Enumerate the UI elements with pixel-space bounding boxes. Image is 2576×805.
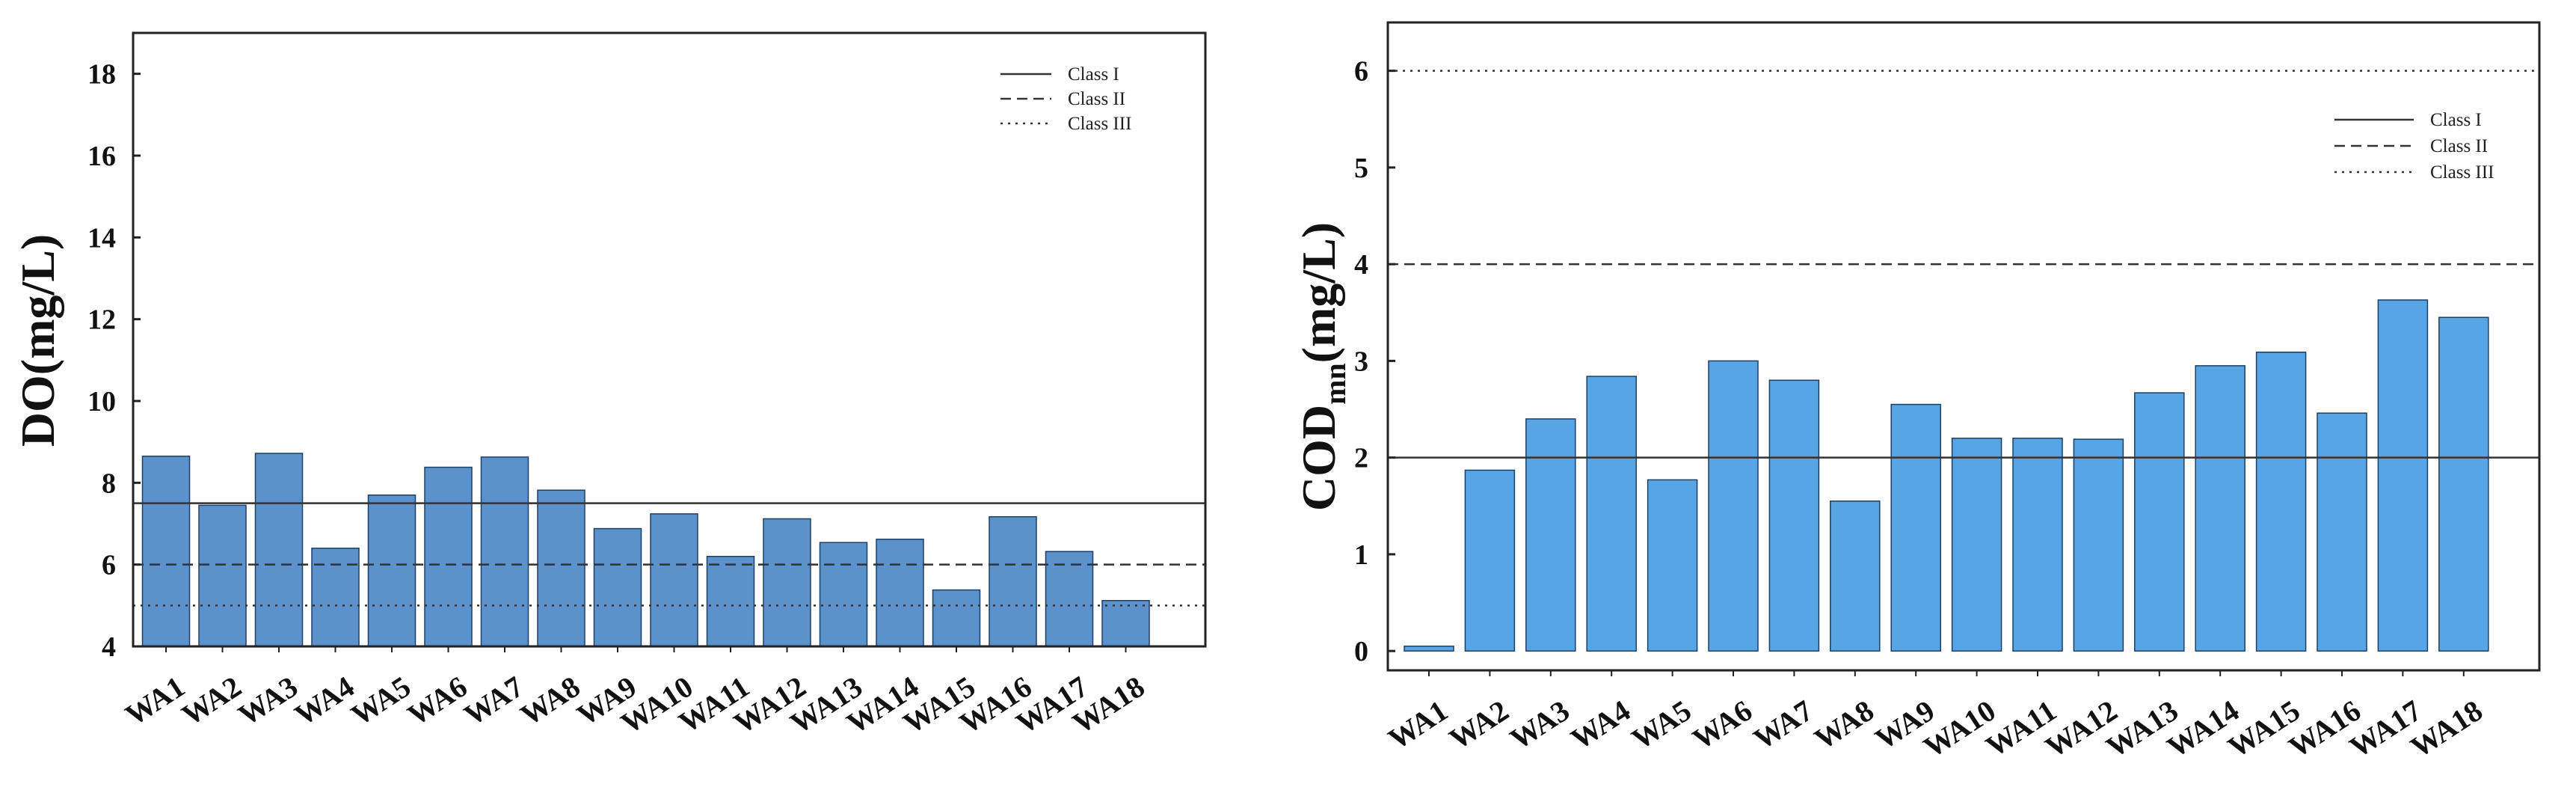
codmn-bar-wa11 <box>2012 438 2063 652</box>
codmn-y-tick-label: 0 <box>1354 636 1368 667</box>
do-bar-wa4 <box>311 548 360 647</box>
do-x-ticks: WA1WA2WA3WA4WA5WA6WA7WA8WA9WA10WA11WA12W… <box>120 646 1150 740</box>
codmn-bar-wa12 <box>2073 438 2124 652</box>
do-bar-wa14 <box>876 539 924 647</box>
codmn-bar-wa1 <box>1404 645 1454 652</box>
codmn-bar-wa13 <box>2134 392 2185 652</box>
codmn-x-label-wa5: WA5 <box>1626 694 1697 756</box>
do-y-tick-label: 12 <box>87 304 116 336</box>
codmn-y-tick-label: 2 <box>1354 443 1368 474</box>
codmn-y-label-subscript: mn <box>1318 363 1352 405</box>
do-y-tick-label: 6 <box>102 550 116 581</box>
codmn-chart: 0 1 2 3 4 5 6 WA1WA2WA3WA4WA5WA6WA7WA8WA9WA10W… <box>1292 21 2541 764</box>
codmn-bar-wa2 <box>1464 469 1516 652</box>
codmn-y-tick-label: 5 <box>1354 153 1368 184</box>
do-chart: 4 6 8 10 12 14 16 18 WA1WA2WA3WA4WA5WA6WA7WA8WA… <box>11 31 1207 740</box>
codmn-y-tick-label: 3 <box>1354 346 1368 377</box>
codmn-y-ticks: 0 1 2 3 4 5 6 <box>1354 56 1395 667</box>
do-y-tick-label: 14 <box>87 222 116 254</box>
codmn-x-label-wa18: WA18 <box>2405 694 2489 765</box>
codmn-bar-wa17 <box>2377 299 2429 652</box>
codmn-bar-wa5 <box>1647 479 1698 652</box>
codmn-bar-wa18 <box>2438 316 2489 652</box>
do-bar-wa8 <box>537 489 585 647</box>
do-bar-wa7 <box>480 456 529 647</box>
codmn-plot-frame <box>1386 21 2541 672</box>
codmn-reference-lines <box>1388 70 2539 459</box>
codmn-bar-wa15 <box>2255 352 2307 652</box>
codmn-bar-wa16 <box>2317 412 2367 652</box>
do-y-tick-label: 10 <box>87 386 116 417</box>
codmn-bar-wa4 <box>1586 376 1637 652</box>
do-bar-wa5 <box>367 494 416 647</box>
do-y-ticks: 4 6 8 10 12 14 16 18 <box>87 59 141 663</box>
codmn-y-label-main: COD <box>1292 405 1345 511</box>
do-y-tick-label: 18 <box>87 59 116 91</box>
do-bar-wa9 <box>593 527 642 647</box>
codmn-y-label-unit: (mg/L) <box>1292 222 1345 363</box>
codmn-bar-wa8 <box>1830 501 1881 652</box>
codmn-bar-wa7 <box>1768 379 1820 652</box>
do-bar-wa6 <box>424 466 473 647</box>
codmn-legend-label-1: Class I <box>2430 110 2482 130</box>
do-bar-wa2 <box>198 504 247 647</box>
codmn-bar-wa3 <box>1525 418 1576 652</box>
codmn-x-ticks: WA1WA2WA3WA4WA5WA6WA7WA8WA9WA10WA11WA12W… <box>1383 670 2489 764</box>
do-bar-wa12 <box>763 518 811 647</box>
do-bar-wa16 <box>989 515 1037 647</box>
do-legend-label-3: Class III <box>1068 114 1131 134</box>
codmn-x-label-wa3: WA3 <box>1504 694 1575 756</box>
do-y-tick-label: 4 <box>102 631 116 663</box>
do-bar-wa17 <box>1045 551 1094 647</box>
do-bar-wa15 <box>932 589 981 647</box>
codmn-legend-label-2: Class II <box>2430 136 2488 156</box>
codmn-bar-wa9 <box>1890 403 1941 652</box>
codmn-y-tick-label: 1 <box>1354 539 1368 571</box>
codmn-legend: Class I Class II Class III <box>2334 110 2494 183</box>
do-bar-wa10 <box>650 513 698 647</box>
do-reference-lines <box>133 502 1205 607</box>
do-legend: Class I Class II Class III <box>1000 64 1131 134</box>
do-y-axis-label: DO(mg/L) <box>11 234 64 447</box>
do-bars <box>141 453 1150 647</box>
codmn-bars <box>1404 299 2489 652</box>
codmn-bar-wa6 <box>1708 360 1759 652</box>
do-y-tick-label: 16 <box>87 141 116 172</box>
do-legend-label-1: Class I <box>1068 64 1119 85</box>
codmn-y-tick-label: 6 <box>1354 56 1368 88</box>
do-plot-frame <box>132 31 1207 648</box>
do-y-tick-label: 8 <box>102 468 116 499</box>
do-bar-wa18 <box>1101 600 1150 647</box>
do-legend-label-2: Class II <box>1068 89 1125 109</box>
codmn-y-axis-label: CODmn(mg/L) <box>1292 222 1352 511</box>
codmn-x-label-wa1: WA1 <box>1383 694 1454 756</box>
codmn-bar-wa10 <box>1951 438 2002 652</box>
codmn-x-label-wa2: WA2 <box>1443 694 1514 756</box>
codmn-x-label-wa7: WA7 <box>1747 694 1819 756</box>
codmn-x-label-wa4: WA4 <box>1565 694 1636 756</box>
codmn-x-label-wa6: WA6 <box>1687 694 1758 756</box>
codmn-legend-label-3: Class III <box>2430 162 2494 183</box>
do-bar-wa13 <box>819 542 868 647</box>
do-bar-wa11 <box>706 555 755 647</box>
codmn-bar-wa14 <box>2195 365 2245 652</box>
codmn-x-label-wa8: WA8 <box>1808 694 1879 756</box>
do-bar-wa1 <box>141 456 191 647</box>
codmn-y-tick-label: 4 <box>1354 249 1368 281</box>
do-bar-wa3 <box>254 453 304 647</box>
